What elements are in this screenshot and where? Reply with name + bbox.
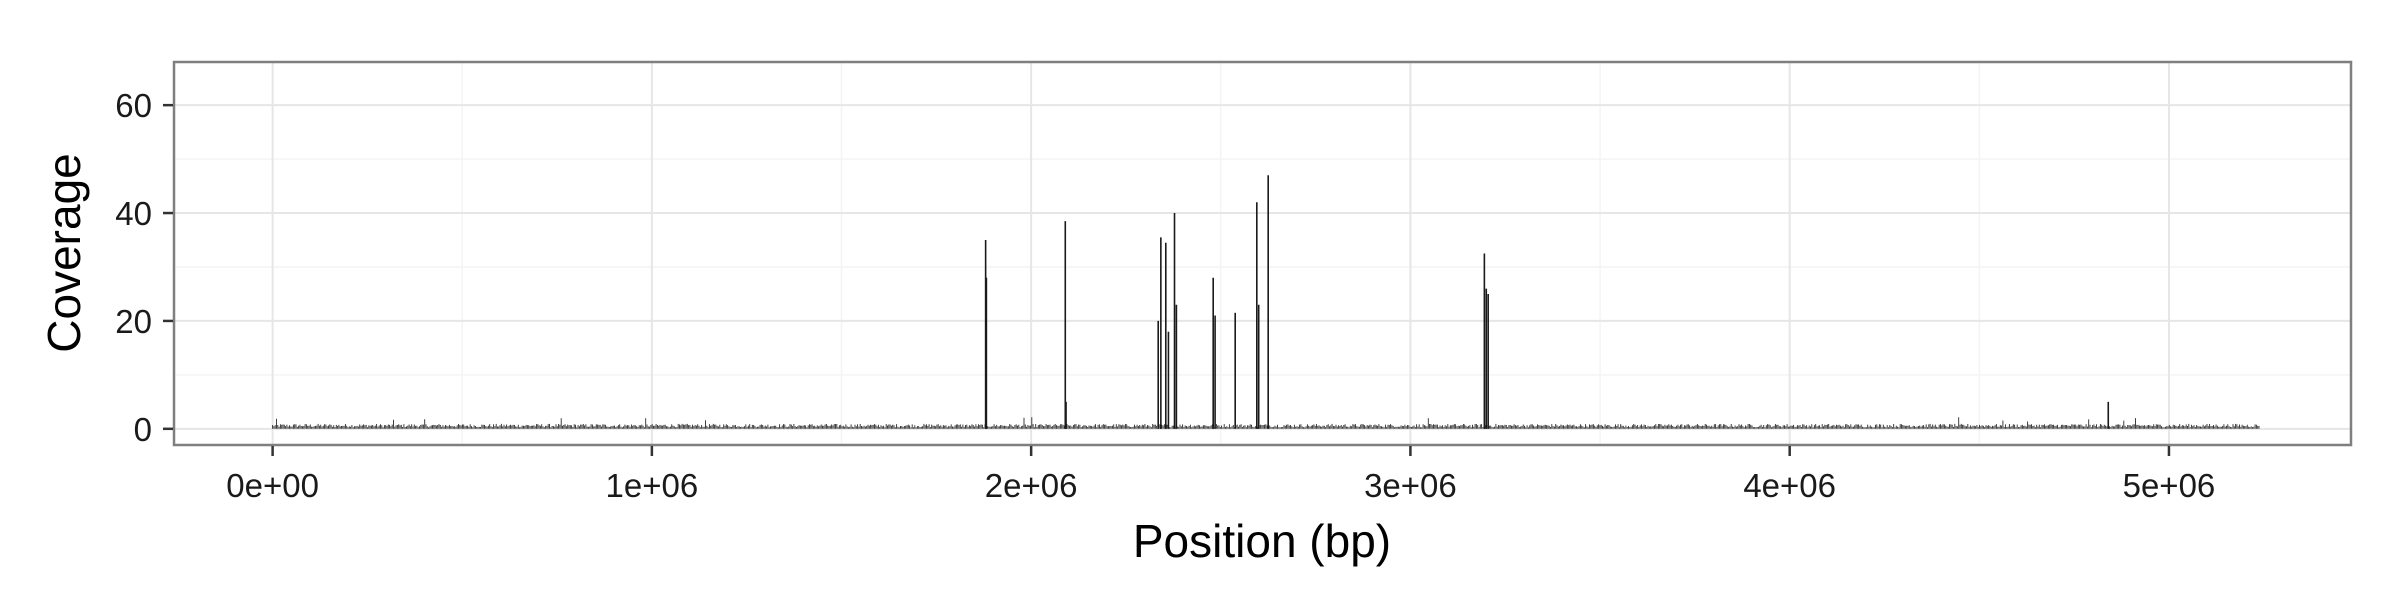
y-tick-label: 20 [115, 303, 152, 340]
x-tick-label: 4e+06 [1743, 467, 1836, 504]
x-axis-title: Position (bp) [1133, 515, 1391, 567]
axes: 0e+00 1e+06 2e+06 3e+06 4e+06 5e+06 0 20 40 60 [115, 87, 2215, 504]
y-axis-title: Coverage [38, 153, 90, 352]
coverage-marks [272, 175, 2260, 429]
panel-background [174, 62, 2351, 445]
x-tick-label: 1e+06 [606, 467, 699, 504]
baseline-coverage [272, 417, 2260, 429]
y-tick-label: 0 [134, 411, 152, 448]
x-tick-label: 2e+06 [985, 467, 1078, 504]
gridlines [174, 62, 2351, 445]
x-tick-label: 0e+00 [226, 467, 319, 504]
x-tick-label: 5e+06 [2123, 467, 2216, 504]
panel-border [172, 60, 2353, 447]
y-tick-label: 40 [115, 195, 152, 232]
x-tick-label: 3e+06 [1364, 467, 1457, 504]
y-tick-label: 60 [115, 87, 152, 124]
